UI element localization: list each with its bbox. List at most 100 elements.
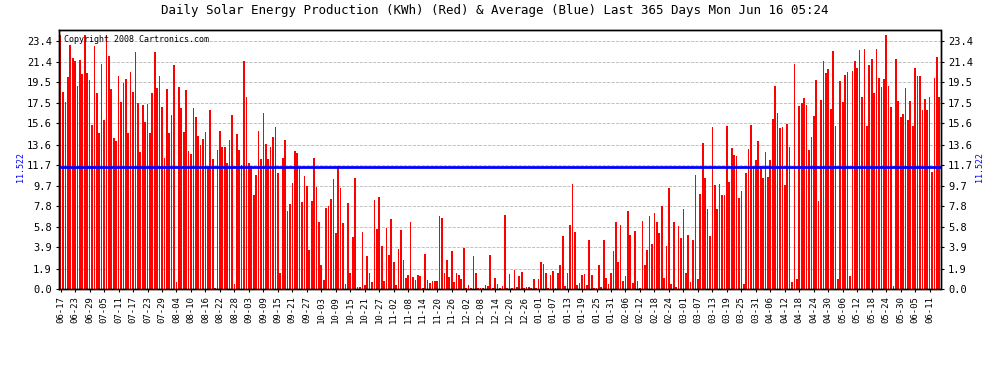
Bar — [541, 262, 542, 289]
Bar — [241, 165, 243, 289]
Bar — [393, 262, 395, 289]
Bar — [301, 202, 303, 289]
Bar — [279, 273, 281, 289]
Bar — [356, 286, 358, 289]
Bar — [861, 97, 863, 289]
Bar — [299, 167, 300, 289]
Bar — [608, 284, 610, 289]
Bar — [687, 236, 689, 289]
Bar — [333, 179, 335, 289]
Bar — [615, 222, 617, 289]
Bar — [777, 113, 778, 289]
Bar — [895, 59, 897, 289]
Bar — [425, 254, 426, 289]
Bar — [552, 271, 553, 289]
Bar — [72, 58, 73, 289]
Bar — [79, 60, 81, 289]
Bar — [239, 150, 241, 289]
Bar — [932, 172, 933, 289]
Bar — [851, 71, 853, 289]
Bar — [335, 233, 337, 289]
Bar — [147, 104, 148, 289]
Bar — [876, 49, 877, 289]
Bar — [526, 286, 528, 289]
Bar — [564, 286, 566, 289]
Bar — [437, 281, 438, 289]
Bar — [153, 52, 155, 289]
Bar — [482, 288, 484, 289]
Bar — [246, 97, 248, 289]
Bar — [752, 167, 754, 289]
Bar — [407, 275, 409, 289]
Bar — [296, 153, 298, 289]
Bar — [378, 197, 380, 289]
Bar — [434, 281, 436, 289]
Bar — [579, 284, 580, 289]
Bar — [492, 288, 494, 289]
Bar — [214, 288, 216, 289]
Bar — [714, 184, 716, 289]
Bar — [813, 116, 815, 289]
Bar — [818, 201, 820, 289]
Bar — [306, 186, 308, 289]
Bar — [180, 108, 182, 289]
Bar — [583, 274, 585, 289]
Bar — [338, 166, 339, 289]
Bar — [477, 288, 479, 289]
Bar — [388, 255, 390, 289]
Bar — [345, 284, 346, 289]
Bar — [538, 279, 540, 289]
Bar — [868, 65, 870, 289]
Bar — [190, 154, 192, 289]
Bar — [806, 105, 808, 289]
Bar — [668, 188, 670, 289]
Bar — [455, 273, 457, 289]
Bar — [274, 128, 276, 289]
Bar — [801, 103, 803, 289]
Bar — [897, 100, 899, 289]
Bar — [709, 237, 711, 289]
Bar — [605, 278, 607, 289]
Bar — [700, 194, 701, 289]
Bar — [205, 132, 206, 289]
Bar — [927, 110, 928, 289]
Bar — [250, 166, 252, 289]
Bar — [528, 286, 530, 289]
Bar — [432, 281, 434, 289]
Bar — [287, 211, 288, 289]
Bar — [863, 49, 865, 289]
Bar — [873, 93, 875, 289]
Bar — [741, 191, 742, 289]
Bar — [231, 115, 233, 289]
Bar — [816, 80, 817, 289]
Bar — [755, 160, 756, 289]
Text: 11.522: 11.522 — [16, 152, 25, 182]
Bar — [321, 265, 322, 289]
Bar — [400, 230, 402, 289]
Bar — [924, 99, 926, 289]
Bar — [871, 59, 872, 289]
Bar — [76, 86, 78, 289]
Text: 11.522: 11.522 — [975, 152, 984, 182]
Bar — [304, 176, 305, 289]
Bar — [470, 288, 472, 289]
Bar — [939, 97, 940, 289]
Bar — [799, 106, 800, 289]
Bar — [161, 106, 162, 289]
Bar — [620, 225, 622, 289]
Bar — [678, 226, 679, 289]
Bar — [185, 90, 187, 289]
Bar — [125, 79, 127, 289]
Bar — [236, 134, 238, 289]
Bar — [786, 124, 788, 289]
Bar — [888, 86, 889, 289]
Bar — [521, 272, 523, 289]
Bar — [429, 283, 431, 289]
Bar — [227, 163, 228, 289]
Bar — [576, 285, 578, 289]
Bar — [757, 141, 759, 289]
Bar — [222, 147, 223, 289]
Bar — [130, 72, 132, 289]
Bar — [618, 262, 619, 289]
Bar — [135, 52, 137, 289]
